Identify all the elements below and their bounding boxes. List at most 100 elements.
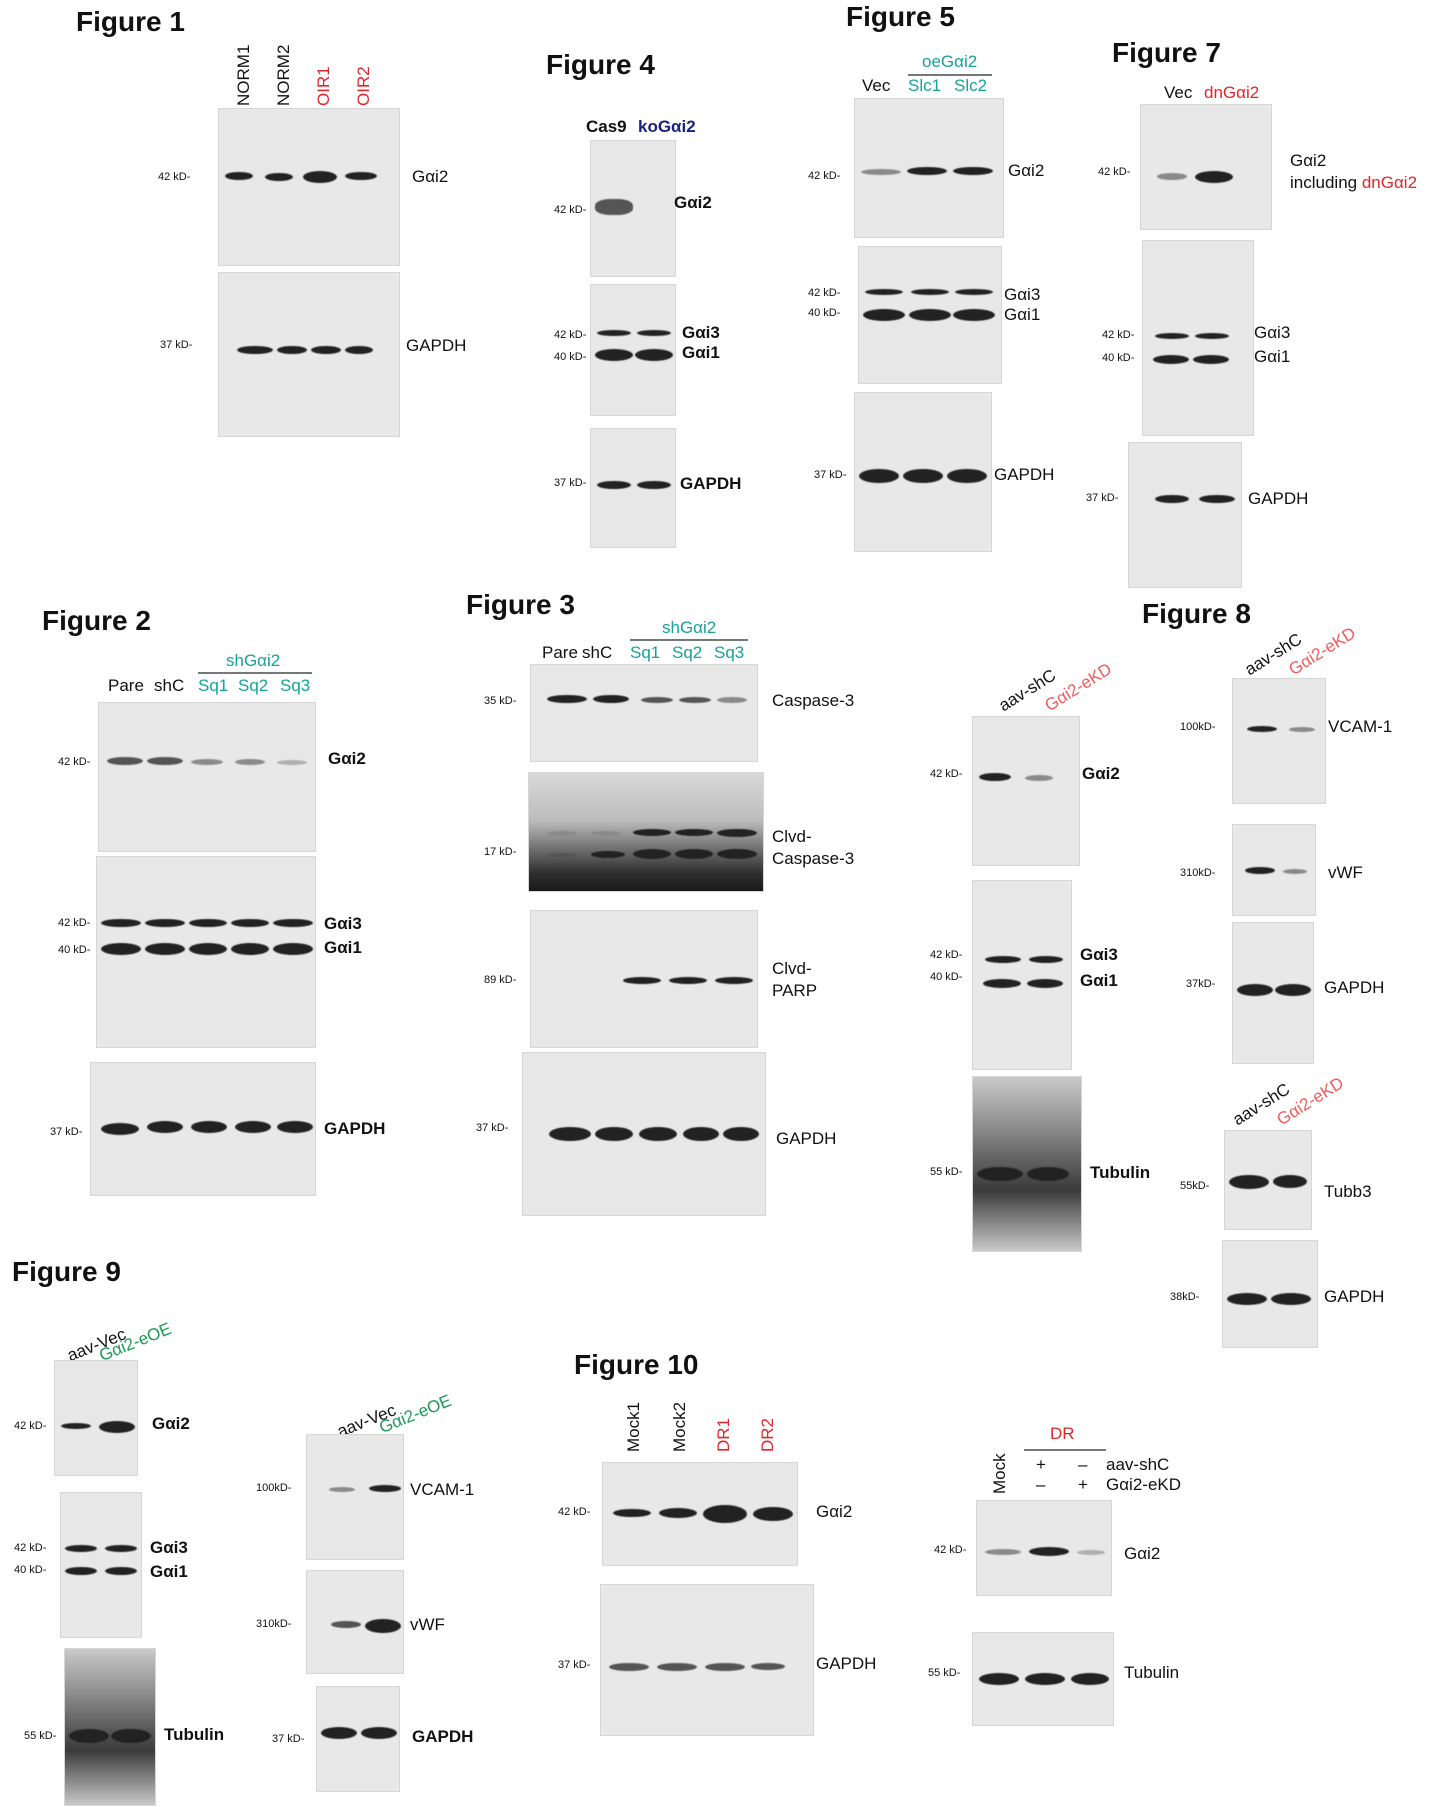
fig5-group-line xyxy=(908,74,992,76)
fig8-title: Figure 8 xyxy=(1142,598,1251,629)
fig10-right-mw-2: 55 kD- xyxy=(928,1667,961,1679)
band xyxy=(145,943,185,955)
fig7-dn-text: dnGαi2 xyxy=(1361,173,1418,192)
fig9-mw-l4: 55 kD- xyxy=(24,1730,57,1742)
band xyxy=(277,346,307,354)
band xyxy=(947,469,987,483)
fig4-blot-gai2 xyxy=(590,140,676,277)
fig8-label-gapdh1: GAPDH xyxy=(1324,978,1385,997)
band xyxy=(189,943,227,955)
fig10-title: Figure 10 xyxy=(574,1349,699,1380)
fig3-label-parp: PARP xyxy=(772,981,818,1000)
fig2-mw-2: 42 kD- xyxy=(58,917,91,929)
band xyxy=(147,1121,183,1133)
fig8-blot-gai31 xyxy=(972,880,1072,1070)
band xyxy=(225,172,253,180)
fig8-blot-gapdh2 xyxy=(1222,1240,1318,1348)
fig1-blot-gai2 xyxy=(218,108,400,266)
band xyxy=(1071,1673,1109,1685)
fig3-lane-2: shC xyxy=(582,643,613,662)
band xyxy=(1271,1293,1311,1305)
fig8-blot-gapdh1 xyxy=(1232,922,1314,1064)
fig8-label-tubb3: Tubb3 xyxy=(1324,1182,1372,1201)
band xyxy=(639,1127,677,1141)
fig7-mw-2: 42 kD- xyxy=(1102,329,1135,341)
band xyxy=(101,943,141,955)
fig8-mw-l3: 40 kD- xyxy=(930,971,963,983)
fig9-mw-l2: 42 kD- xyxy=(14,1542,47,1554)
band xyxy=(861,169,901,175)
band xyxy=(623,977,661,984)
band xyxy=(345,346,373,354)
band xyxy=(593,695,629,703)
fig3-lane-4: Sq2 xyxy=(672,643,703,662)
fig2-label-gai1: Gαi1 xyxy=(324,938,362,957)
fig7-lane-1: Vec xyxy=(1164,83,1193,102)
band xyxy=(657,1663,697,1671)
band xyxy=(147,757,183,765)
fig5-mw-1: 42 kD- xyxy=(808,170,841,182)
fig2-lane-5: Sq3 xyxy=(280,676,311,695)
fig10-right-group: DR xyxy=(1050,1424,1075,1443)
fig3-blot-casp3 xyxy=(530,664,758,762)
band xyxy=(683,1127,719,1141)
band xyxy=(191,1121,227,1133)
band xyxy=(637,330,671,336)
fig9-blot-gai2 xyxy=(54,1360,138,1476)
band xyxy=(191,759,223,765)
band xyxy=(273,919,313,927)
fig5-label-gai3: Gαi3 xyxy=(1004,285,1041,304)
fig8-label-tubulin: Tubulin xyxy=(1090,1163,1151,1182)
fig8-label-vwf: vWF xyxy=(1328,863,1363,882)
fig8-mw-r2: 310kD- xyxy=(1180,867,1216,879)
band xyxy=(595,349,633,361)
band xyxy=(613,1509,651,1517)
fig7-blot-gai31 xyxy=(1142,240,1254,436)
band xyxy=(909,309,951,321)
fig3-blot-gapdh xyxy=(522,1052,766,1216)
fig4-label-gai3: Gαi3 xyxy=(682,323,720,342)
fig2-lane-2: shC xyxy=(154,676,185,695)
fig10-right-r1-c: aav-shC xyxy=(1106,1455,1170,1474)
fig5-lane-1: Vec xyxy=(862,76,891,95)
band xyxy=(635,349,673,361)
fig10-lane-3: DR1 xyxy=(714,1417,733,1452)
fig7-mw-1: 42 kD- xyxy=(1098,166,1131,178)
fig10-right-blot-tubulin xyxy=(972,1632,1114,1726)
band xyxy=(953,167,993,175)
fig4-label-gapdh: GAPDH xyxy=(680,474,742,493)
band xyxy=(277,760,307,765)
band xyxy=(1025,1673,1065,1685)
band xyxy=(717,697,747,703)
fig9-label-tubulin: Tubulin xyxy=(164,1725,225,1744)
band xyxy=(547,853,577,858)
fig3-lane-3: Sq1 xyxy=(630,643,661,662)
fig10-right-r1-b: – xyxy=(1078,1455,1088,1474)
band xyxy=(985,1549,1021,1555)
band xyxy=(1227,1293,1267,1305)
band xyxy=(633,829,671,836)
fig9-mw-l1: 42 kD- xyxy=(14,1420,47,1432)
band xyxy=(61,1423,91,1429)
fig4-mw-3: 40 kD- xyxy=(554,351,587,363)
fig9-label-vwf: vWF xyxy=(410,1615,445,1634)
band xyxy=(1247,726,1277,732)
fig3-mw-3: 89 kD- xyxy=(484,974,517,986)
band xyxy=(669,977,707,984)
fig8-mw-r3: 37kD- xyxy=(1186,978,1216,990)
fig1-lane-1: NORM1 xyxy=(234,44,253,106)
fig7-label-gai3: Gαi3 xyxy=(1254,323,1291,342)
fig3-label-clvd1: Clvd- xyxy=(772,827,812,846)
fig10-lane-2: Mock2 xyxy=(670,1401,689,1452)
fig8-label-gai3: Gαi3 xyxy=(1080,945,1118,964)
fig7-label-including: including dnGαi2 xyxy=(1290,172,1417,193)
band xyxy=(365,1619,401,1633)
fig9-blot-vwf xyxy=(306,1570,404,1674)
fig2-title: Figure 2 xyxy=(42,605,151,636)
fig3-group: shGαi2 xyxy=(662,618,717,637)
fig10-right-r2-c: Gαi2-eKD xyxy=(1106,1475,1182,1494)
fig3-label-gapdh: GAPDH xyxy=(776,1129,837,1148)
fig2-blot-gai2 xyxy=(98,702,316,852)
fig2-mw-1: 42 kD- xyxy=(58,756,91,768)
band xyxy=(705,1663,745,1671)
